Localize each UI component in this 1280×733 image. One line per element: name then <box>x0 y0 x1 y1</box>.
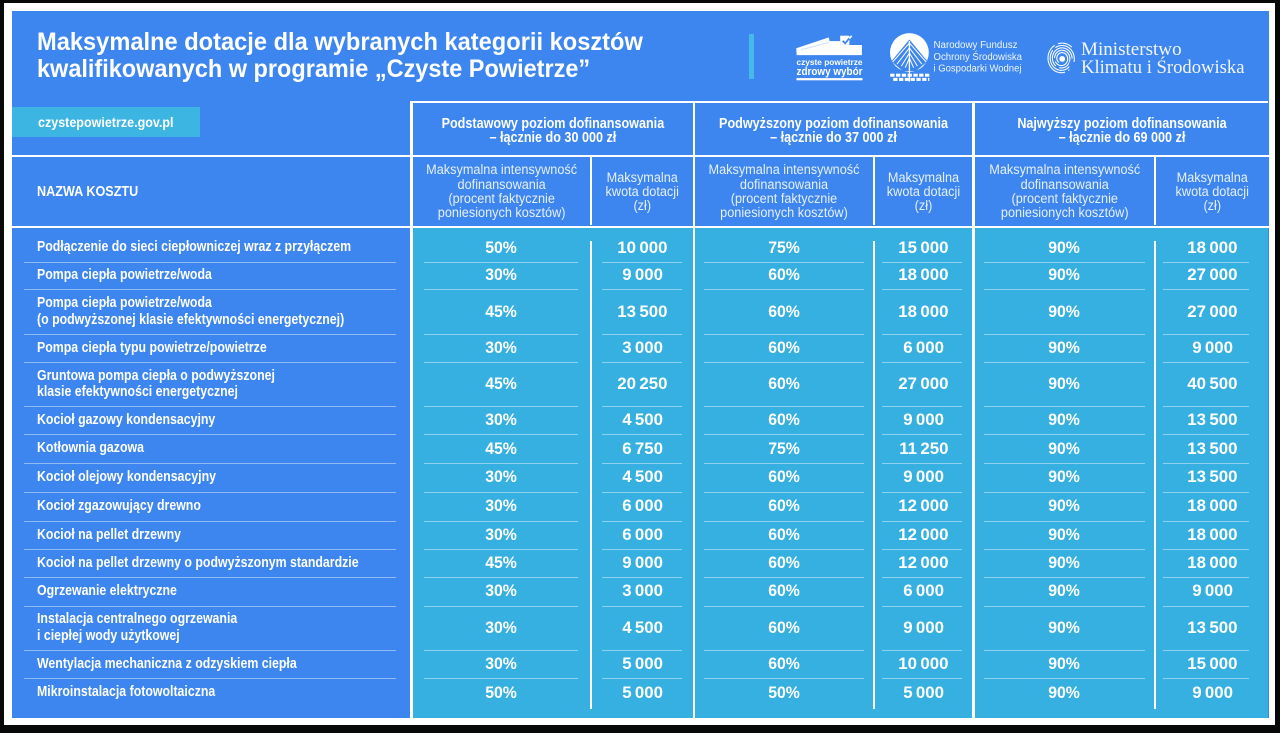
svg-text:Narodowy Fundusz: Narodowy Fundusz <box>934 40 1018 51</box>
svg-text:Klimatu i Środowiska: Klimatu i Środowiska <box>1081 56 1245 78</box>
svg-text:zdrowy wybór: zdrowy wybór <box>797 65 863 77</box>
svg-text:czyste powietrze: czyste powietrze <box>797 57 863 67</box>
svg-text:Ministerstwo: Ministerstwo <box>1081 40 1182 60</box>
svg-text:Ochrony Środowiska: Ochrony Środowiska <box>934 49 1023 62</box>
svg-text:i Gospodarki Wodnej: i Gospodarki Wodnej <box>934 63 1022 74</box>
